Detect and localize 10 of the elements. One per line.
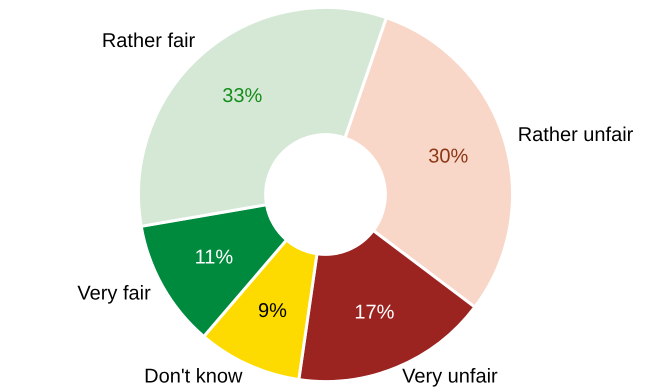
data-label: 9% — [258, 300, 288, 322]
slice-label: Very unfair — [402, 366, 498, 388]
data-label: 33% — [222, 85, 262, 108]
data-label: 30% — [428, 145, 469, 168]
slice-label: Very fair — [77, 282, 152, 304]
slice-label: Don't know — [144, 366, 244, 388]
data-label: 17% — [354, 302, 395, 324]
slice-label: Rather unfair — [518, 124, 634, 146]
slice-label: Rather fair — [102, 30, 196, 52]
data-label: 11% — [194, 246, 234, 268]
